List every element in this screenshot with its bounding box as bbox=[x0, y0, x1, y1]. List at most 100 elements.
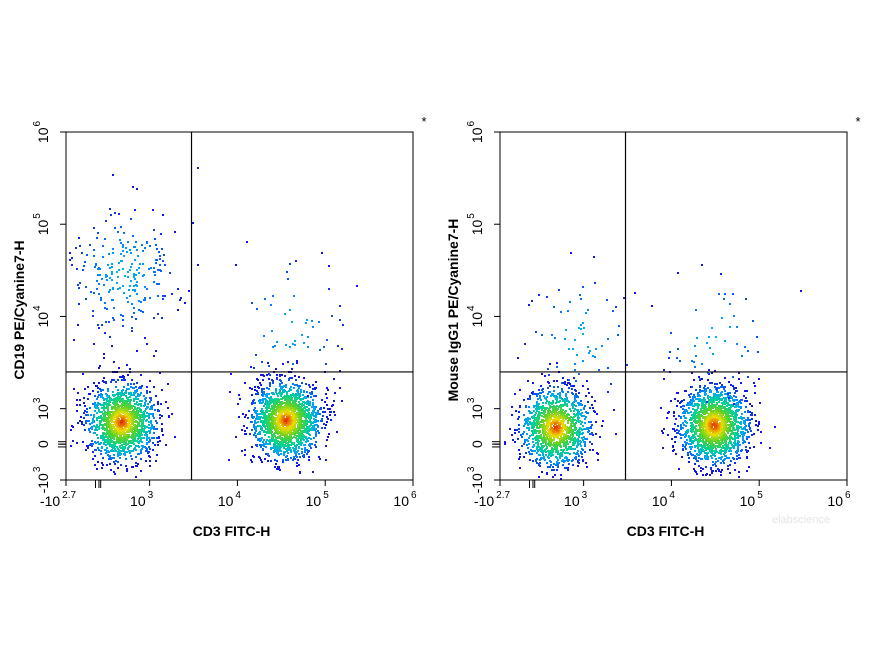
event-dot bbox=[577, 402, 579, 404]
event-dot bbox=[682, 448, 684, 450]
event-dot bbox=[758, 421, 760, 423]
event-dot bbox=[132, 186, 134, 188]
event-dot bbox=[253, 416, 255, 418]
event-dot bbox=[94, 266, 96, 268]
event-dot bbox=[256, 308, 258, 310]
event-dot bbox=[527, 420, 529, 422]
event-dot bbox=[84, 261, 86, 263]
event-dot bbox=[688, 457, 690, 459]
event-dot bbox=[523, 414, 525, 416]
event-dot bbox=[554, 442, 556, 444]
event-dot bbox=[110, 469, 112, 471]
event-dot bbox=[256, 415, 258, 417]
event-dot bbox=[567, 382, 569, 384]
event-dot bbox=[306, 401, 308, 403]
event-dot bbox=[89, 407, 91, 409]
event-dot bbox=[693, 468, 695, 470]
event-dot bbox=[700, 467, 702, 469]
x-tick-label: 10 6 bbox=[393, 490, 417, 509]
event-dot bbox=[544, 437, 546, 439]
event-dot bbox=[77, 324, 79, 326]
event-dot bbox=[130, 418, 132, 420]
event-dot bbox=[303, 342, 305, 344]
event-dot bbox=[589, 449, 591, 451]
event-dot bbox=[149, 439, 151, 441]
event-dot bbox=[299, 456, 301, 458]
event-dot bbox=[326, 387, 328, 389]
event-dot bbox=[125, 247, 127, 249]
event-dot bbox=[122, 285, 124, 287]
event-dot bbox=[106, 308, 108, 310]
event-dot bbox=[774, 426, 776, 428]
event-dot bbox=[100, 437, 102, 439]
event-dot bbox=[115, 460, 117, 462]
event-dot bbox=[97, 437, 99, 439]
event-dot bbox=[717, 468, 719, 470]
event-dot bbox=[273, 407, 275, 409]
event-dot bbox=[303, 404, 305, 406]
event-dot bbox=[328, 288, 330, 290]
event-dot bbox=[580, 400, 582, 402]
event-dot bbox=[156, 248, 158, 250]
event-dot bbox=[93, 227, 95, 229]
event-dot bbox=[553, 386, 555, 388]
event-dot bbox=[356, 285, 358, 287]
event-dot bbox=[141, 445, 143, 447]
event-dot bbox=[544, 429, 546, 431]
event-dot bbox=[123, 232, 125, 234]
event-dot bbox=[294, 384, 296, 386]
event-dot bbox=[103, 442, 105, 444]
event-dot bbox=[251, 446, 253, 448]
event-dot bbox=[123, 443, 125, 445]
event-dot bbox=[117, 416, 119, 418]
event-dot bbox=[111, 271, 113, 273]
event-dot bbox=[192, 222, 194, 224]
event-dot bbox=[314, 428, 316, 430]
event-dot bbox=[709, 474, 711, 476]
event-dot bbox=[136, 435, 138, 437]
event-dot bbox=[117, 448, 119, 450]
event-dot bbox=[285, 459, 287, 461]
event-dot bbox=[98, 394, 100, 396]
event-dot bbox=[580, 423, 582, 425]
event-dot bbox=[123, 292, 125, 294]
event-dot bbox=[303, 430, 305, 432]
event-dot bbox=[174, 436, 176, 438]
event-dot bbox=[121, 379, 123, 381]
event-dot bbox=[323, 423, 325, 425]
event-dot bbox=[565, 393, 567, 395]
event-dot bbox=[103, 432, 105, 434]
event-dot bbox=[339, 370, 341, 372]
event-dot bbox=[108, 441, 110, 443]
event-dot bbox=[312, 471, 314, 473]
event-dot bbox=[724, 377, 726, 379]
event-dot bbox=[244, 382, 246, 384]
event-dot bbox=[130, 394, 132, 396]
event-dot bbox=[113, 416, 115, 418]
event-dot bbox=[96, 288, 98, 290]
event-dot bbox=[253, 399, 255, 401]
event-dot bbox=[551, 447, 553, 449]
event-dot bbox=[102, 434, 104, 436]
event-dot bbox=[288, 441, 290, 443]
event-dot bbox=[288, 420, 290, 422]
event-dot bbox=[302, 415, 304, 417]
event-dot bbox=[570, 431, 572, 433]
event-dot bbox=[155, 395, 157, 397]
event-dot bbox=[122, 268, 124, 270]
event-dot bbox=[263, 405, 265, 407]
event-dot bbox=[104, 415, 106, 417]
event-dot bbox=[276, 403, 278, 405]
event-dot bbox=[120, 450, 122, 452]
event-dot bbox=[557, 422, 559, 424]
event-dot bbox=[244, 416, 246, 418]
event-dot bbox=[547, 456, 549, 458]
event-dot bbox=[152, 209, 154, 211]
event-dot bbox=[279, 383, 281, 385]
event-dot bbox=[308, 404, 310, 406]
event-dot bbox=[100, 421, 102, 423]
event-dot bbox=[105, 220, 107, 222]
event-dot bbox=[284, 412, 286, 414]
event-dot bbox=[559, 457, 561, 459]
